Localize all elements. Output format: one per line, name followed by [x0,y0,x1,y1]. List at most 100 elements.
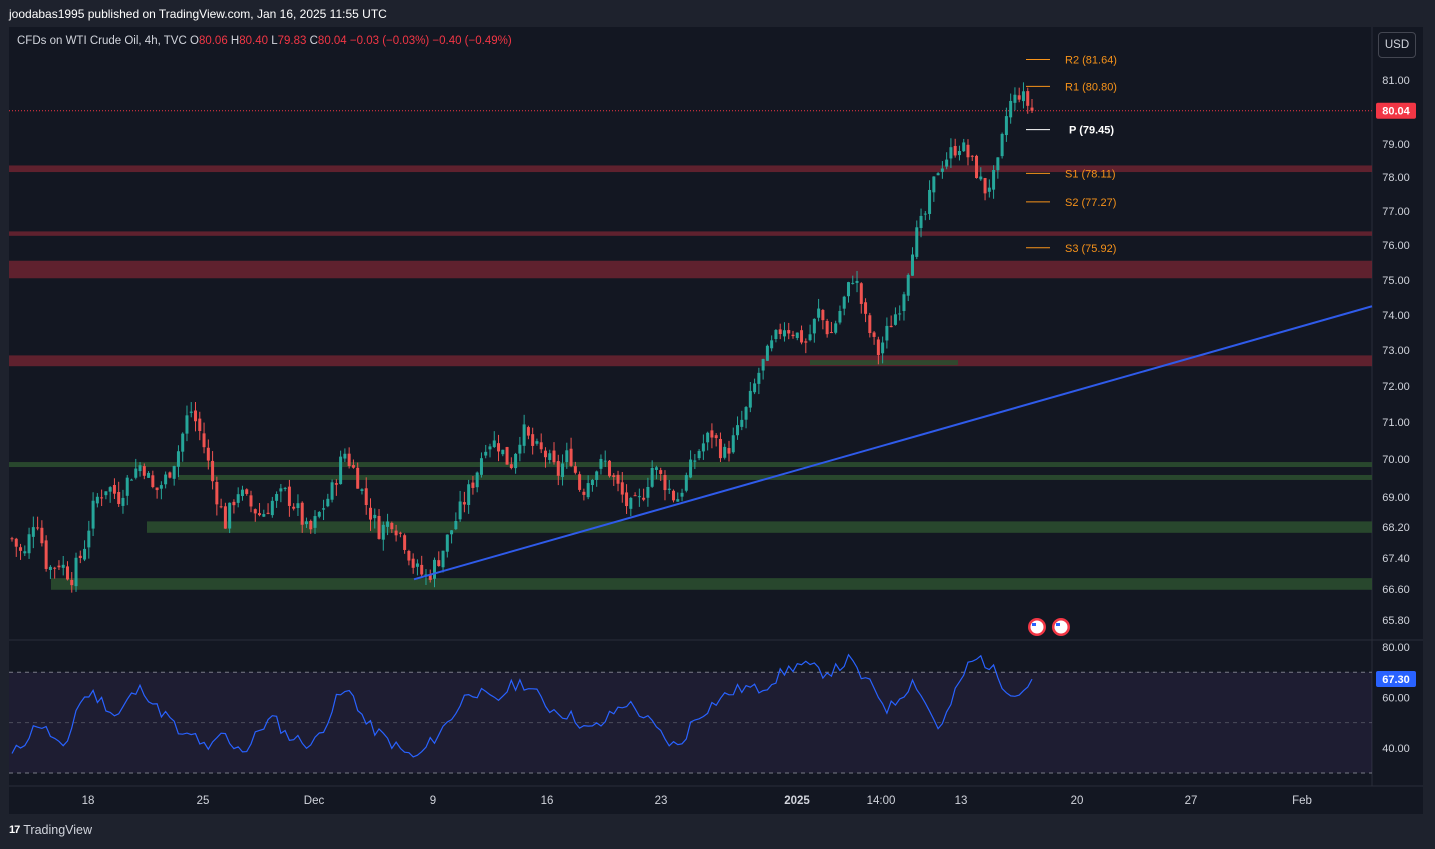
candle-body [219,506,223,508]
candle-body [923,213,927,215]
currency-button[interactable]: USD [1378,32,1416,58]
candle-body [569,448,573,466]
candle-body [953,145,957,156]
candle-body [488,446,492,450]
candle-body [155,487,159,491]
support-zone [51,578,1372,590]
candle-body [125,477,129,496]
candle-body [437,560,441,567]
candle-body [112,484,116,494]
candle-body [509,464,513,468]
candle-body [292,506,296,509]
candle-body [829,332,833,334]
candle-body [578,474,582,490]
candle-body [164,474,168,485]
candle-body [356,467,360,489]
candle-body [249,495,253,507]
candle-body [625,492,629,507]
candle-body [433,559,437,579]
candle-body [556,461,560,476]
pivot-level-label: R1 (80.80) [1065,81,1117,93]
candle-body [121,497,125,506]
candle-body [390,522,394,530]
candle-body [492,440,496,447]
candle-body [795,332,799,338]
candle-body [710,430,714,438]
candle-body [684,475,688,491]
candle-body [812,318,816,334]
candle-body [876,339,880,356]
candle-body [198,418,202,432]
candle-body [313,516,317,528]
rsi-axis-tick: 60.00 [1382,692,1410,704]
change-value-2: −0.40 (−0.49%) [432,35,512,47]
candle-body [467,484,471,505]
candle-body [646,486,650,498]
candle-body [100,497,104,499]
candle-body [44,540,48,569]
candle-body [202,433,206,448]
rsi-value-tag-label: 67.30 [1382,674,1410,686]
rsi-axis-tick: 80.00 [1382,642,1410,654]
candle-body [748,390,752,408]
candle-body [727,448,731,454]
candle-body [603,460,607,462]
symbol-title[interactable]: CFDs on WTI Crude Oil, 4h, TVC [17,35,187,47]
candle-body [117,492,121,504]
candle-body [522,424,526,446]
candle-body [911,254,915,276]
price-axis-tick: 77.00 [1382,206,1410,218]
candle-body [552,450,556,463]
candle-body [134,468,138,478]
candle-body [415,563,419,567]
time-axis-tick: 27 [1185,795,1198,807]
candle-body [919,215,923,228]
candle-body [936,173,940,176]
candle-body [61,564,65,568]
candle-body [629,497,633,509]
candle-body [945,159,949,167]
candle-body [842,296,846,309]
candle-body [825,320,829,335]
price-axis-tick: 81.00 [1382,75,1410,87]
candle-body [206,447,210,461]
candle-body [1009,100,1013,118]
candle-body [800,330,804,343]
last-price-tag-label: 80.04 [1382,106,1410,118]
candle-body [821,310,825,321]
rsi-value-tag [1376,671,1416,688]
candle-body [774,330,778,339]
candle-body [1026,91,1030,106]
us-flag-event-icon-canton [1056,623,1060,626]
footer-brand-label: TradingView [23,823,93,837]
footer-brand[interactable]: 17 TradingView [9,823,92,837]
chart-frame[interactable] [9,27,1423,814]
candle-body [616,474,620,484]
time-axis-tick: 20 [1071,795,1084,807]
candle-body [53,567,57,569]
candle-body [142,466,146,476]
support-zone [810,360,958,366]
candle-body [351,465,355,468]
last-price-tag [1376,102,1416,119]
candle-body [194,410,198,422]
time-axis-tick: 25 [197,795,210,807]
candle-body [386,521,390,527]
candle-body [70,579,74,586]
us-flag-event-icon-inner [1030,620,1044,634]
candle-body [543,450,547,458]
price-axis-tick: 70.00 [1382,454,1410,466]
candle-body [48,566,52,570]
candle-body [479,458,483,475]
price-axis-tick: 73.00 [1382,345,1410,357]
candle-body [893,314,897,325]
candle-body [736,425,740,436]
support-zone [147,521,1372,533]
candle-body [181,433,185,452]
candle-body [364,488,368,505]
candle-body [334,483,338,485]
candle-body [718,438,722,459]
candle-body [834,323,838,333]
candle-body [245,489,249,494]
